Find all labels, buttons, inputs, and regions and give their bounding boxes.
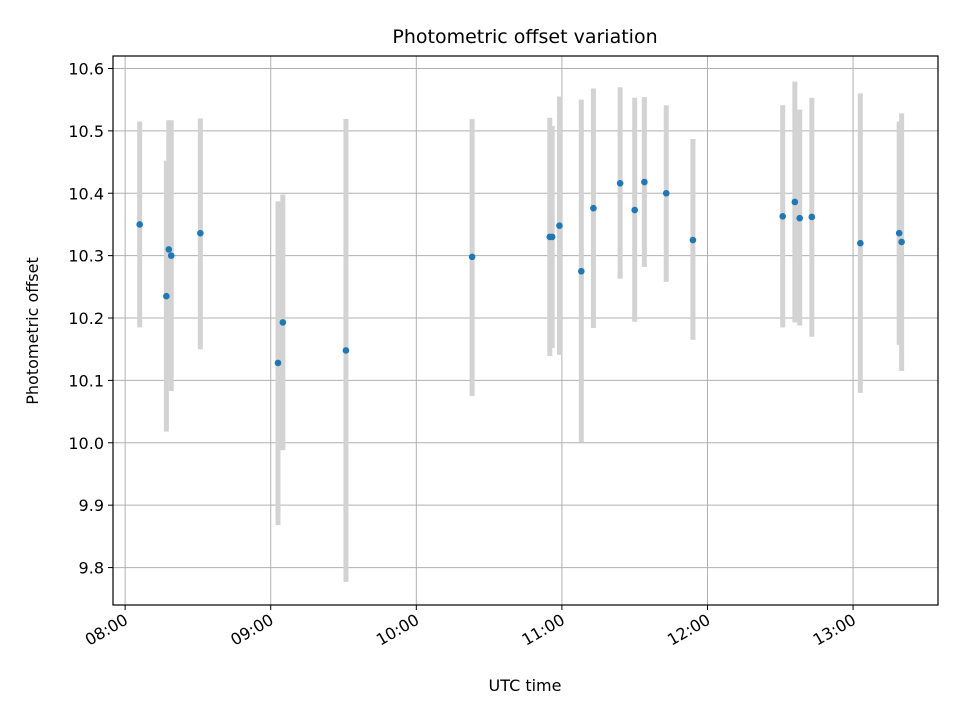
data-point [279, 319, 287, 326]
x-axis-label: UTC time [489, 676, 562, 695]
y-axis-label: Photometric offset [23, 257, 42, 405]
chart-title: Photometric offset variation [392, 26, 657, 48]
y-tick-label: 9.9 [79, 496, 104, 515]
data-point [662, 189, 670, 197]
data-point [808, 213, 816, 221]
y-axis-ticks: 9.8 9.9 10.0 10.1 10.2 10.3 10.4 10.5 10.6 [68, 59, 113, 578]
data-point [342, 347, 350, 354]
data-point [641, 178, 648, 186]
data-point [136, 221, 143, 228]
data-point [197, 229, 204, 237]
y-tick-label: 10.5 [68, 122, 104, 141]
y-tick-label: 10.0 [68, 434, 104, 453]
data-point [791, 198, 799, 206]
y-tick-label: 10.6 [68, 59, 104, 78]
data-point [895, 229, 903, 237]
data-point [779, 213, 787, 220]
data-point [274, 359, 282, 367]
data-point [167, 252, 175, 259]
data-point [548, 233, 556, 241]
data-point [163, 292, 170, 300]
data-point [468, 253, 476, 261]
data-point [631, 206, 638, 214]
y-tick-label: 10.2 [68, 309, 104, 328]
data-point [616, 179, 624, 187]
data-point [857, 239, 864, 247]
data-point [578, 267, 585, 275]
data-point [165, 246, 173, 253]
y-tick-label: 10.1 [68, 371, 104, 390]
y-tick-label: 10.3 [68, 247, 104, 266]
y-tick-label: 9.8 [79, 559, 104, 578]
plot-frame [112, 55, 939, 606]
data-point [590, 204, 597, 212]
y-tick-label: 10.4 [68, 184, 104, 203]
data-point [796, 214, 803, 222]
data-point [898, 238, 905, 246]
data-point [689, 236, 697, 244]
data-point [556, 222, 563, 229]
data-points [136, 178, 905, 367]
